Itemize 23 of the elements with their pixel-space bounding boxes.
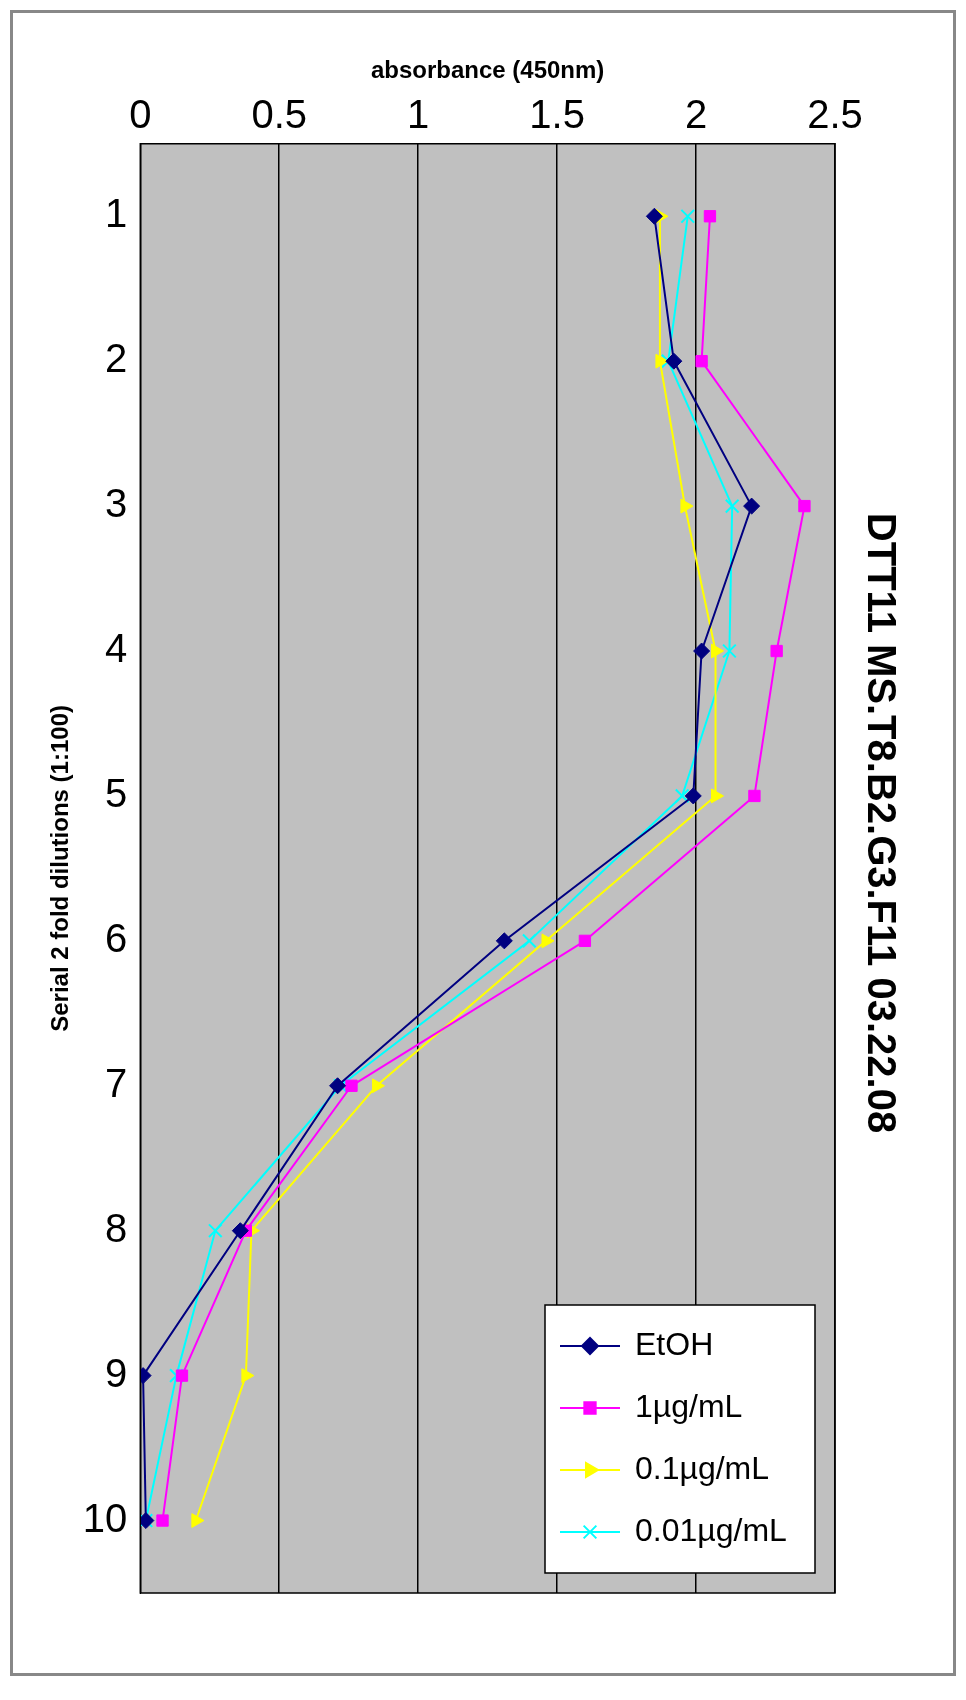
y-axis-title: Serial 2 fold dilutions (1:100)	[46, 705, 74, 1032]
x-tick-label: 2	[684, 91, 708, 136]
y-tick-label: 8	[105, 1205, 128, 1250]
legend-label: EtOH	[635, 1325, 714, 1362]
x-axis-title: absorbance (450nm)	[370, 56, 605, 84]
x-tick-label: 1	[407, 91, 430, 136]
legend-label: 0.1µg/mL	[635, 1449, 770, 1486]
y-tick-label: 10	[82, 1495, 128, 1540]
y-tick-label: 3	[105, 481, 128, 526]
y-tick-label: 6	[105, 915, 128, 960]
x-tick-label: 0	[129, 91, 152, 136]
text: DTT11 MS.T8.B2.G3.F11 03.22.08	[859, 512, 904, 1134]
y-tick-label: 5	[105, 770, 128, 815]
legend-label: 0.01µg/mL	[635, 1511, 787, 1548]
x-tick-label: 0.5	[251, 91, 308, 136]
y-tick-label: 2	[105, 336, 128, 381]
y-tick-label: 7	[105, 1060, 128, 1105]
legend-label: 1µg/mL	[635, 1387, 743, 1424]
x-tick-label: 1.5	[529, 91, 585, 136]
y-tick-label: 9	[105, 1350, 128, 1395]
y-tick-label: 1	[105, 191, 128, 236]
x-tick-label: 2.5	[807, 91, 863, 136]
y-tick-label: 4	[105, 626, 128, 671]
